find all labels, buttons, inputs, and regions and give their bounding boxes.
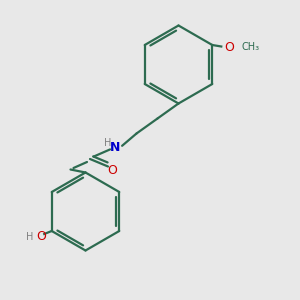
Text: N: N [110,141,121,154]
Text: O: O [224,41,234,55]
Text: O: O [37,230,46,244]
Text: H: H [104,138,112,148]
Text: H: H [26,232,34,242]
Text: CH₃: CH₃ [242,42,260,52]
Text: O: O [108,164,117,178]
